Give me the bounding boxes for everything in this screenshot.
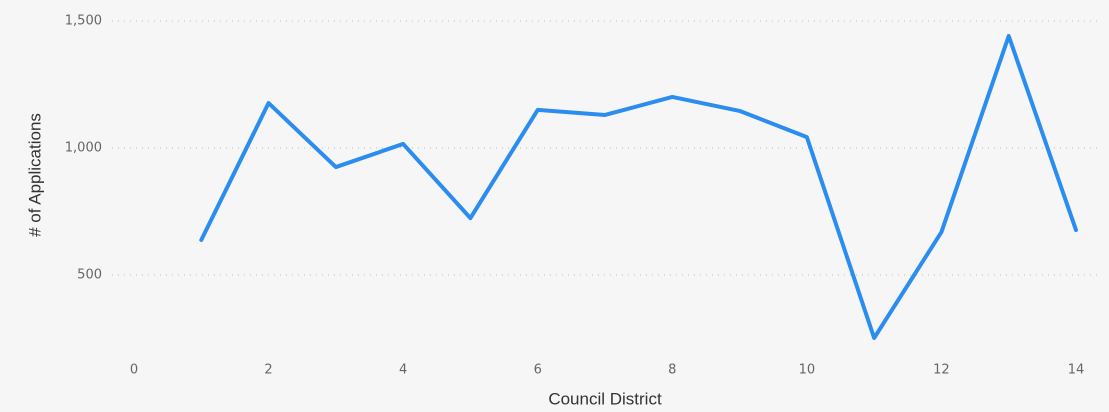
chart: # of Applications Council District 500 1,…	[0, 0, 1109, 412]
y-tick-label: 1,500	[65, 14, 102, 29]
y-tick-label: 500	[77, 268, 102, 283]
x-tick-label: 0	[130, 363, 138, 378]
y-axis-title: # of Applications	[25, 113, 44, 237]
x-tick-label: 2	[264, 363, 272, 378]
x-tick-label: 6	[534, 363, 542, 378]
x-tick-label: 4	[399, 363, 407, 378]
x-tick-label: 8	[668, 363, 676, 378]
background	[0, 0, 1109, 412]
x-axis-title: Council District	[548, 389, 662, 408]
x-tick-label: 12	[933, 363, 950, 378]
x-tick-label: 10	[799, 363, 816, 378]
x-tick-label: 14	[1068, 363, 1085, 378]
y-tick-label: 1,000	[65, 141, 102, 156]
